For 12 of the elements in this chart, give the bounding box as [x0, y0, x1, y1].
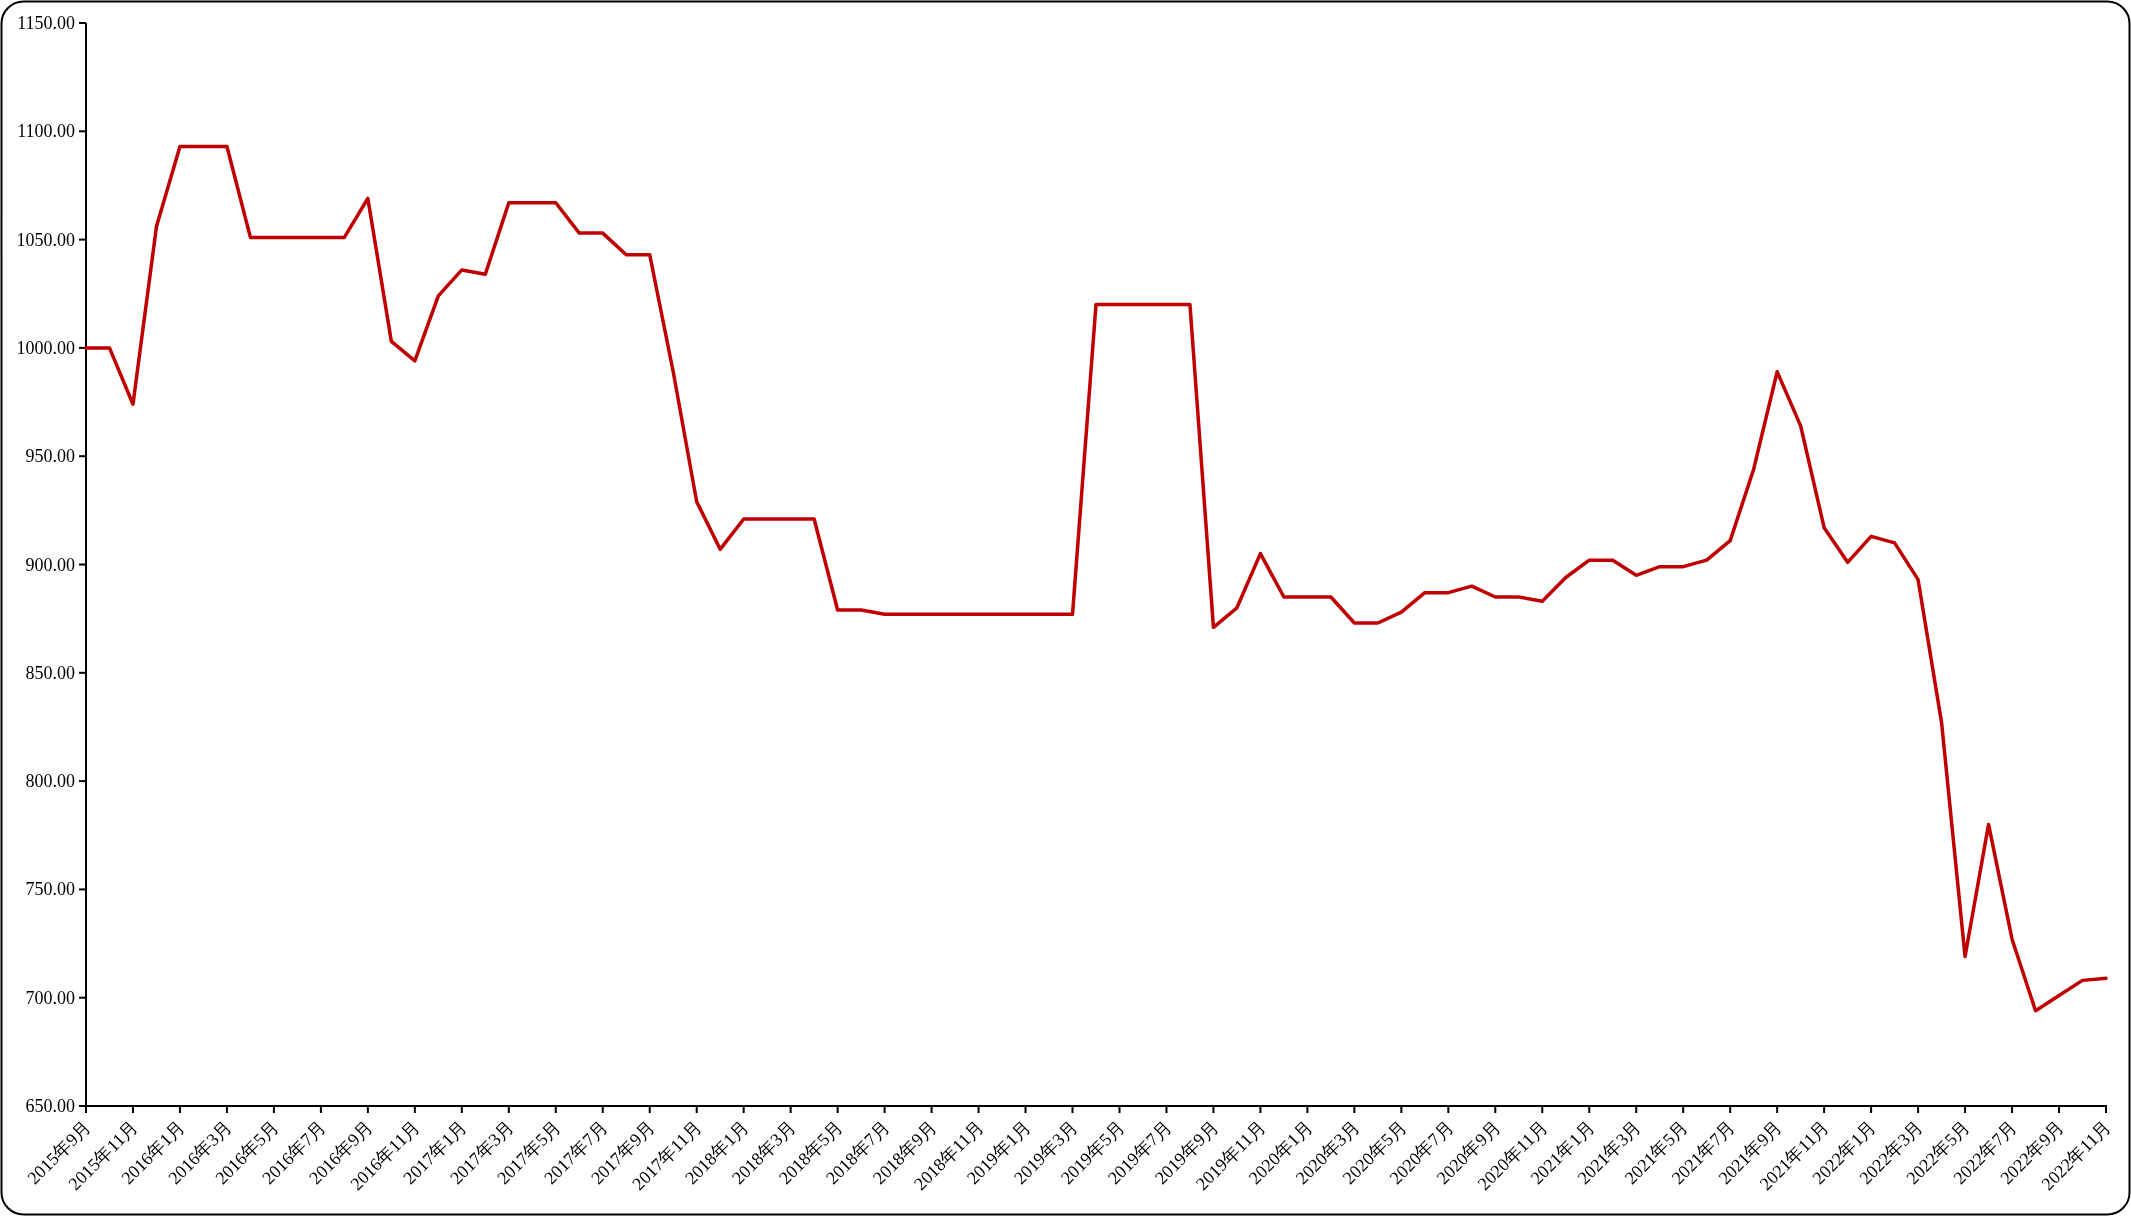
y-tick-label: 1100.00 — [17, 121, 75, 142]
line-series — [84, 144, 2108, 1013]
y-tick-label: 750.00 — [25, 879, 75, 900]
y-tick-label: 1050.00 — [16, 229, 75, 250]
y-tick-label: 950.00 — [25, 446, 75, 467]
y-tick-label: 650.00 — [25, 1096, 75, 1116]
y-tick-label: 1000.00 — [16, 337, 75, 358]
y-tick-label: 800.00 — [25, 771, 75, 792]
y-tick-label: 850.00 — [25, 662, 75, 683]
y-tick-label: 700.00 — [25, 987, 75, 1008]
y-tick-label: 900.00 — [25, 554, 75, 575]
y-tick-label: 1150.00 — [17, 13, 75, 33]
